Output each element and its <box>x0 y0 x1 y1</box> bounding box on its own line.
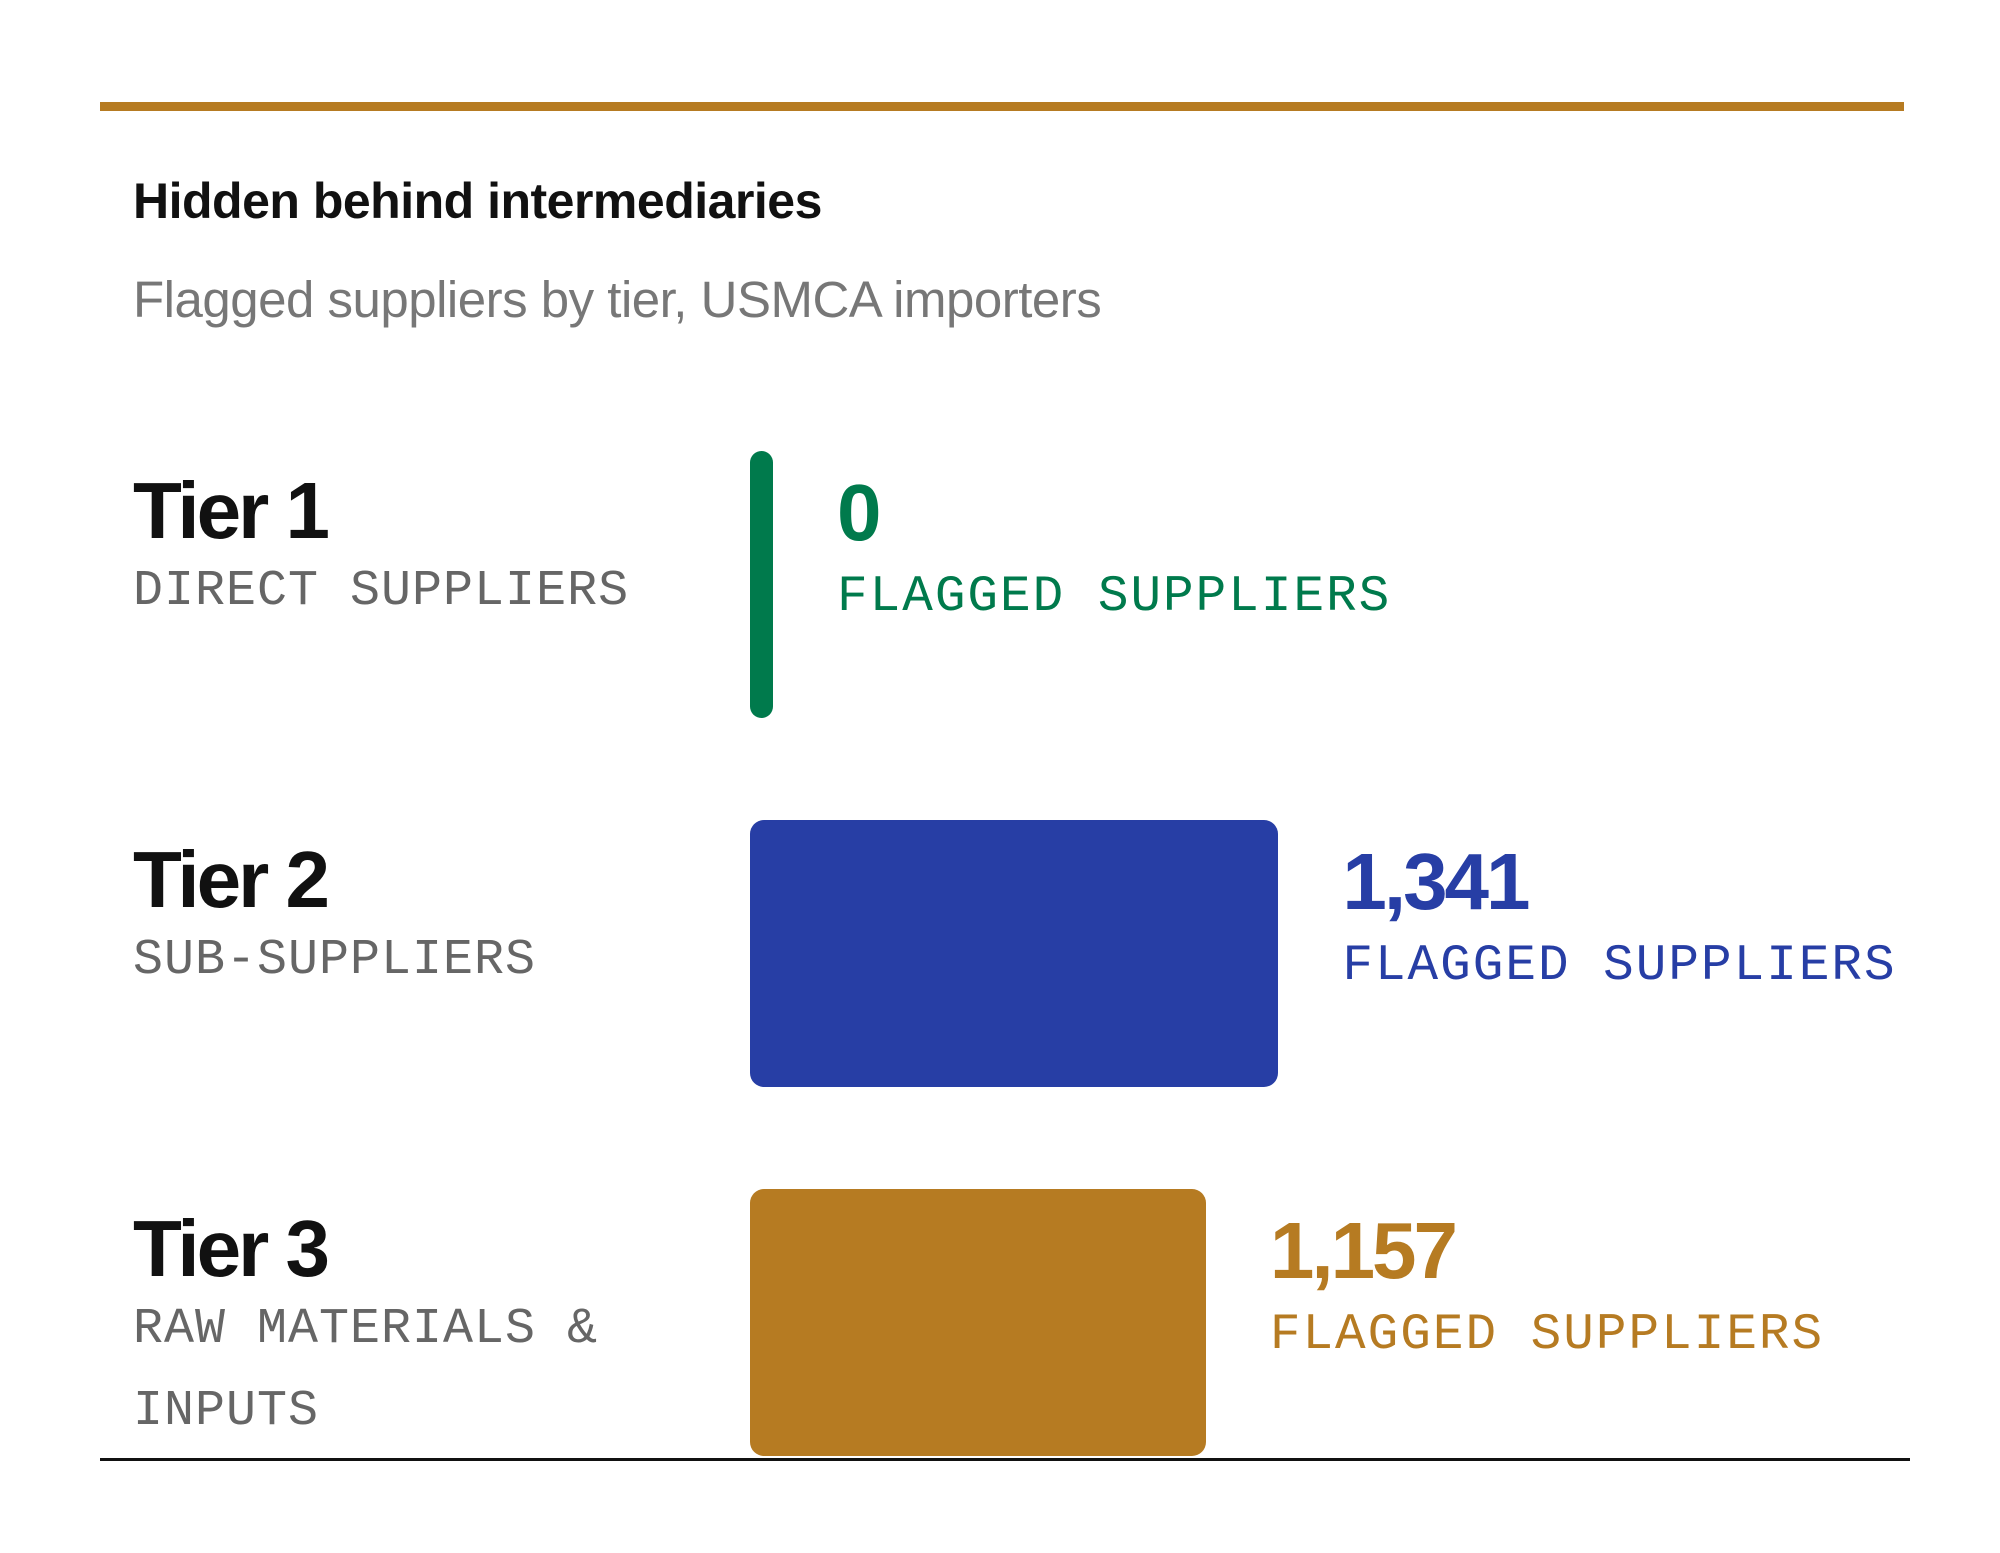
chart-subtitle: Flagged suppliers by tier, USMCA importe… <box>133 271 1102 328</box>
category-label: Tier 3 <box>133 1204 330 1293</box>
top-rule <box>100 102 1904 111</box>
category-description: DIRECT SUPPLIERS <box>133 563 630 620</box>
value-label: 0 <box>837 468 881 557</box>
value-caption: FLAGGED SUPPLIERS <box>1342 938 1897 995</box>
value-caption: FLAGGED SUPPLIERS <box>837 569 1392 626</box>
category-description: SUB-SUPPLIERS <box>133 932 537 989</box>
baseline <box>100 1458 1910 1461</box>
category-label: Tier 2 <box>133 835 330 924</box>
category-label: Tier 1 <box>133 466 330 555</box>
bar <box>750 1189 1206 1456</box>
value-label: 1,157 <box>1269 1206 1458 1295</box>
bar <box>750 820 1279 1087</box>
category-description: RAW MATERIALS & INPUTS <box>133 1301 599 1440</box>
bar <box>750 451 773 718</box>
value-label: 1,341 <box>1342 837 1530 926</box>
value-caption: FLAGGED SUPPLIERS <box>1269 1307 1825 1364</box>
chart-title: Hidden behind intermediaries <box>133 173 822 229</box>
